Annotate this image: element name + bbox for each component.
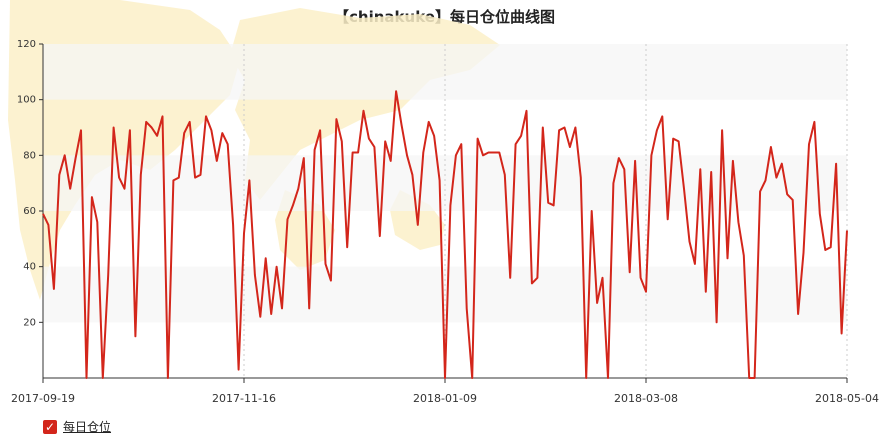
- legend-label[interactable]: 每日仓位: [63, 420, 112, 434]
- x-tick-label: 2017-09-19: [11, 392, 75, 405]
- legend-checkbox[interactable]: ✓: [43, 419, 57, 434]
- x-tick-label: 2017-11-16: [212, 392, 276, 405]
- y-tick-label: 20: [23, 317, 36, 328]
- y-tick-label: 80: [23, 150, 36, 161]
- series-line: [42, 90, 848, 379]
- grid-band: [43, 44, 847, 100]
- x-tick-label: 2018-03-08: [614, 392, 678, 405]
- y-tick-label: 40: [23, 262, 36, 273]
- legend-item[interactable]: ✓ 每日仓位: [43, 418, 111, 435]
- y-tick-label: 120: [17, 39, 36, 50]
- y-tick-label: 60: [23, 206, 36, 217]
- axis-layer: 20 40 60 80 100 120 2017-09-19 2017-11-16 2018-0…: [11, 39, 879, 405]
- x-tick-label: 2018-05-04: [815, 392, 879, 405]
- x-tick-label: 2018-01-09: [413, 392, 477, 405]
- series-layer: [42, 90, 848, 379]
- y-tick-label: 100: [17, 95, 36, 106]
